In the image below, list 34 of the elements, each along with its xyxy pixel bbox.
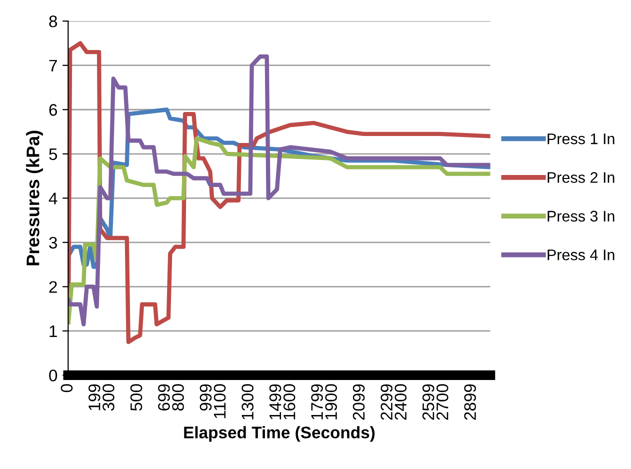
legend-label: Press 3 In [548, 210, 614, 222]
x-tick-label: 1300 [242, 384, 254, 420]
y-tick-label: 1 [50, 326, 57, 337]
x-tick-label: 0 [60, 384, 73, 392]
x-tick-label: 2400 [394, 384, 407, 420]
x-tick-label: 500 [130, 384, 142, 411]
y-tick-label: 3 [49, 236, 57, 249]
legend-label: Press 2 In [548, 172, 614, 183]
y-tick-label: 2 [49, 281, 57, 293]
x-tick-label: 1499 [269, 384, 282, 420]
y-tick-label: 5 [49, 148, 58, 160]
y-tick-label: 6 [49, 104, 57, 116]
x-tick-label: 1900 [325, 384, 337, 420]
legend-label: Press 1 In [548, 134, 614, 144]
x-tick-label: 2099 [352, 384, 365, 420]
x-tick-label: 2899 [464, 384, 476, 420]
x-tick-label: 1600 [283, 384, 296, 420]
x-tick-label: 1100 [214, 384, 226, 418]
y-tick-label: 7 [49, 60, 57, 72]
x-tick-label: 2700 [436, 384, 448, 420]
x-tick-label: 199 [88, 384, 100, 410]
y-axis-title: Pressures (kPa) [26, 130, 43, 266]
x-tick-label: 800 [172, 384, 184, 411]
legend-label: Press 4 In [548, 250, 614, 260]
y-tick-label: 4 [48, 192, 58, 204]
x-axis-title: Elapsed Time (Seconds) [184, 426, 375, 442]
x-tick-label: 1799 [311, 384, 323, 420]
y-tick-label: 0 [49, 370, 58, 382]
x-tick-label: 999 [200, 384, 212, 411]
x-tick-label: 300 [102, 384, 114, 411]
x-tick-label: 2299 [380, 384, 392, 420]
x-tick-label: 2599 [422, 384, 434, 420]
x-tick-label: 699 [158, 384, 170, 410]
y-tick-label: 8 [49, 16, 58, 28]
